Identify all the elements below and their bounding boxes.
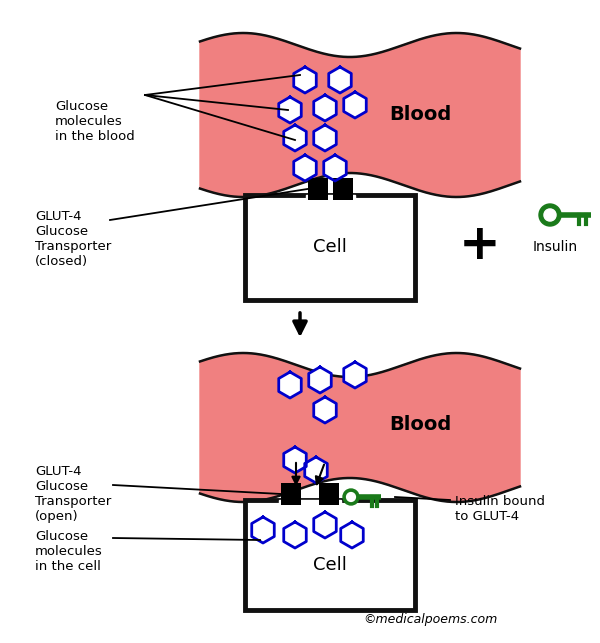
Polygon shape — [314, 512, 336, 538]
Text: Cell: Cell — [313, 556, 347, 574]
Text: GLUT-4
Glucose
Transporter
(closed): GLUT-4 Glucose Transporter (closed) — [35, 210, 111, 268]
Text: GLUT-4
Glucose
Transporter
(open): GLUT-4 Glucose Transporter (open) — [35, 465, 111, 523]
Polygon shape — [284, 447, 306, 473]
Polygon shape — [314, 397, 336, 423]
Polygon shape — [284, 522, 306, 548]
Polygon shape — [341, 522, 363, 548]
Polygon shape — [294, 67, 316, 93]
Polygon shape — [294, 155, 316, 181]
Text: Insulin bound
to GLUT-4: Insulin bound to GLUT-4 — [455, 495, 545, 523]
Text: Glucose
molecules
in the cell: Glucose molecules in the cell — [35, 530, 103, 573]
Polygon shape — [279, 372, 301, 398]
Text: +: + — [459, 221, 501, 269]
Polygon shape — [324, 155, 346, 181]
Text: Cell: Cell — [313, 239, 347, 257]
Bar — [281, 483, 301, 505]
Polygon shape — [200, 353, 520, 502]
Polygon shape — [309, 367, 331, 393]
Text: Insulin: Insulin — [532, 240, 578, 254]
Bar — [245, 195, 415, 300]
Text: Blood: Blood — [389, 105, 451, 125]
Polygon shape — [279, 500, 341, 505]
Polygon shape — [344, 362, 366, 388]
Polygon shape — [200, 33, 520, 197]
Circle shape — [347, 493, 355, 502]
Bar — [319, 483, 339, 505]
Polygon shape — [344, 92, 366, 118]
Polygon shape — [314, 95, 336, 121]
Bar — [308, 178, 328, 200]
Polygon shape — [305, 195, 355, 200]
Polygon shape — [314, 125, 336, 151]
Polygon shape — [305, 457, 327, 483]
Polygon shape — [284, 125, 306, 151]
Circle shape — [539, 204, 561, 226]
Bar — [245, 500, 415, 610]
Text: Blood: Blood — [389, 415, 451, 435]
Bar — [332, 178, 353, 200]
Text: Glucose
molecules
in the blood: Glucose molecules in the blood — [55, 100, 135, 143]
Circle shape — [343, 489, 359, 505]
Polygon shape — [329, 67, 351, 93]
Circle shape — [544, 209, 556, 221]
Polygon shape — [252, 517, 274, 543]
Polygon shape — [279, 97, 301, 123]
Text: ©medicalpoems.com: ©medicalpoems.com — [363, 613, 497, 626]
